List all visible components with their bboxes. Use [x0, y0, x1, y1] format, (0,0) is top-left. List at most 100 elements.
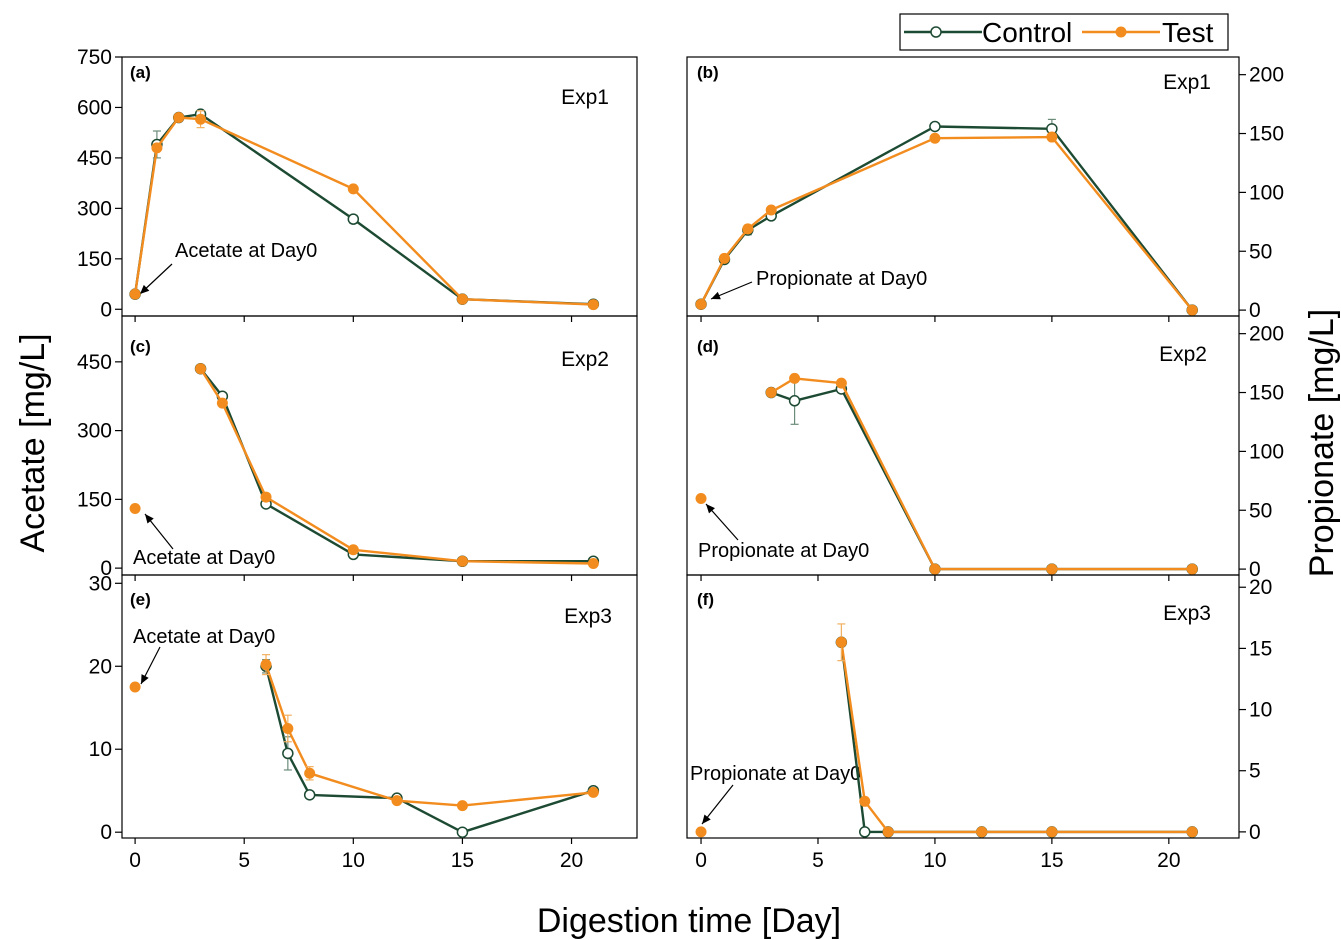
y-tick-label: 0 [100, 298, 112, 321]
experiment-label: Exp2 [1159, 343, 1207, 366]
test-data-point [347, 544, 359, 556]
test-data-point [765, 204, 777, 216]
y-tick-label: 0 [1249, 558, 1261, 581]
annotation-arrow-head [702, 814, 711, 824]
test-data-point [742, 223, 754, 235]
test-data-point [1046, 563, 1058, 575]
y-tick-label: 50 [1249, 499, 1272, 522]
x-tick-label: 20 [1157, 849, 1180, 872]
test-data-point [1186, 826, 1198, 838]
control-data-point [282, 747, 294, 760]
experiment-label: Exp1 [1163, 71, 1211, 94]
x-tick-label: 20 [560, 849, 583, 872]
y-tick-label: 450 [77, 147, 112, 170]
panel-letter: (f) [697, 590, 714, 609]
test-data-point [929, 563, 941, 575]
test-data-point [976, 826, 988, 838]
annotation-text: Propionate at Day0 [690, 763, 861, 785]
control-data-point [347, 213, 360, 225]
panel-letter: (e) [130, 590, 151, 609]
legend-control-label: Control [982, 17, 1072, 48]
panel-a-frame [121, 56, 638, 317]
control-data-point [929, 120, 941, 133]
panel-c-frame [121, 315, 638, 576]
test-data-point [195, 363, 207, 375]
x-axis-title: Digestion time [Day] [537, 902, 841, 940]
control-series-line [133, 113, 594, 306]
annotation-arrow-head [140, 284, 150, 294]
test-data-point [1186, 304, 1198, 316]
control-data-point [456, 826, 469, 838]
x-tick-label: 5 [238, 849, 250, 872]
x-tick-label: 10 [342, 849, 365, 872]
panel-d-frame [686, 315, 1240, 576]
annotation-text: Propionate at Day0 [698, 540, 869, 562]
y-tick-label: 0 [1249, 299, 1261, 322]
test-data-point [587, 786, 599, 798]
panel-f: 0 5 10 15 20 0 5 10 15 20 (f) Exp3 Propionate at Day… [686, 574, 1272, 872]
y-tick-label: 0 [1249, 821, 1261, 844]
experiment-label: Exp1 [561, 86, 609, 109]
y-tick-label: 20 [89, 655, 112, 678]
test-data-point [1046, 131, 1058, 143]
test-data-point [835, 636, 847, 648]
y-tick-label: 200 [1249, 323, 1284, 346]
test-data-point [456, 555, 468, 567]
control-series-line [840, 642, 1193, 834]
panel-letter: (d) [697, 337, 719, 356]
y-tick-label: 0 [100, 821, 112, 844]
test-data-point [391, 795, 403, 807]
control-data-point [788, 395, 801, 407]
y-tick-label: 300 [77, 197, 112, 220]
x-tick-label: 5 [812, 849, 824, 872]
y-tick-label: 150 [77, 248, 112, 271]
y-tick-label: 10 [89, 738, 112, 761]
y-tick-label: 5 [1249, 760, 1261, 783]
test-data-point [304, 767, 316, 779]
panel-letter: (c) [130, 337, 151, 356]
panel-e: 0 10 20 30 0 5 10 15 20 (e) Exp3 Acetate at Day0 [89, 572, 638, 872]
x-tick-label: 15 [1040, 849, 1063, 872]
annotation-arrow-head [711, 291, 721, 300]
test-data-point [718, 252, 730, 264]
annotation-text: Acetate at Day0 [175, 240, 317, 262]
test-data-point [1046, 826, 1058, 838]
panel-a: 0 150 300 450 600 750 (a) Exp1 Acetate at Day0 [77, 46, 638, 322]
y-tick-label: 150 [1249, 382, 1284, 405]
y-tick-label: 100 [1249, 181, 1284, 204]
panel-letter: (a) [130, 63, 151, 82]
test-data-point [695, 492, 707, 504]
y-tick-label: 100 [1249, 440, 1284, 463]
y-tick-label: 15 [1249, 637, 1272, 660]
test-data-point [151, 142, 163, 154]
panel-f-frame [686, 574, 1240, 839]
test-series-line [199, 368, 594, 565]
y-axis-title-left: Acetate [mg/L] [14, 333, 52, 552]
y-tick-label: 0 [100, 557, 112, 580]
x-tick-label: 15 [451, 849, 474, 872]
test-data-point [216, 397, 228, 409]
y-tick-label: 200 [1249, 64, 1284, 87]
annotation-arrow-head [141, 674, 149, 684]
test-data-point [456, 293, 468, 305]
test-data-point [882, 826, 894, 838]
y-tick-label: 10 [1249, 699, 1272, 722]
y-tick-label: 750 [77, 46, 112, 69]
test-data-point [587, 299, 599, 311]
control-series-line [264, 666, 594, 834]
panel-c: 0 150 300 450 (c) Exp2 Acetate at Day0 [77, 315, 638, 581]
panel-b: 0 50 100 150 200 (b) Exp1 Propionate at Day0 [686, 56, 1284, 322]
legend-control-marker [930, 26, 942, 38]
control-data-point [859, 826, 871, 838]
test-data-point [695, 826, 707, 838]
y-axis-title-right: Propionate [mg/L] [1303, 309, 1341, 577]
control-series-line [199, 367, 594, 563]
control-data-point [303, 789, 316, 801]
test-data-point [1186, 563, 1198, 575]
experiment-label: Exp2 [561, 348, 609, 371]
panel-e-frame [121, 574, 638, 839]
test-data-point [859, 795, 871, 807]
y-tick-label: 450 [77, 351, 112, 374]
test-data-point [260, 659, 272, 671]
